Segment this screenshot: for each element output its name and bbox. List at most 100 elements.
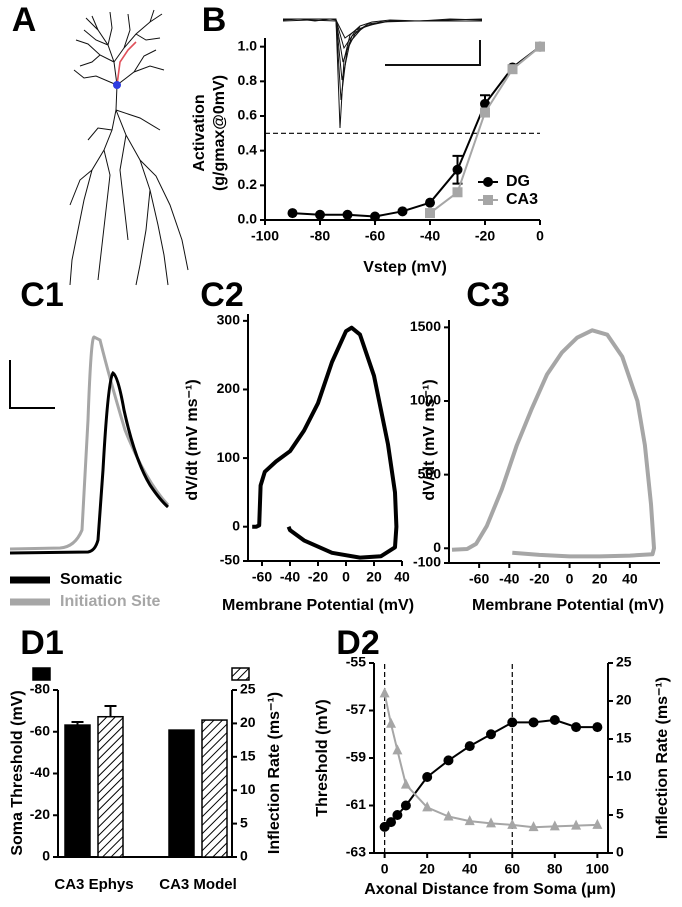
y-tick-label: 0.6 <box>238 107 258 123</box>
y-tick-label: 0.2 <box>238 176 258 192</box>
marker <box>549 820 560 831</box>
x-tick-label: CA3 Ephys <box>54 876 133 893</box>
bar <box>201 719 228 858</box>
marker <box>443 810 454 821</box>
y-tick-label: -100 <box>413 554 441 570</box>
marker <box>452 164 463 175</box>
y-tick-label: 100 <box>217 449 241 465</box>
y-axis-label: Activation <box>191 94 208 171</box>
panel-label: C2 <box>200 276 243 314</box>
marker <box>480 107 490 118</box>
x-tick-label: 0 <box>342 569 350 585</box>
x-tick-label: 40 <box>394 569 410 585</box>
marker <box>480 98 490 109</box>
y-tick-label: 1.0 <box>238 37 258 53</box>
y2-tick-label: 10 <box>240 781 256 797</box>
marker <box>425 197 435 208</box>
series-line <box>383 693 598 829</box>
marker <box>392 810 403 820</box>
marker <box>483 177 493 187</box>
legend-label: Somatic <box>60 571 122 588</box>
marker <box>287 208 298 219</box>
panel-label: C3 <box>466 276 509 314</box>
marker <box>571 722 582 733</box>
x-tick-label: -60 <box>469 571 489 587</box>
x-tick-label: 20 <box>592 571 608 587</box>
x-tick-label: -20 <box>475 228 495 244</box>
marker <box>528 717 539 728</box>
x-axis-label: Vstep (mV) <box>363 259 447 276</box>
marker <box>315 209 325 220</box>
legend-label: CA3 <box>506 191 538 208</box>
x-tick-label: -20 <box>529 571 549 587</box>
x-tick-label: -60 <box>365 228 385 244</box>
marker <box>422 801 433 812</box>
x-tick-label: 40 <box>622 571 638 587</box>
trace <box>9 335 170 551</box>
x-tick-label: 0 <box>566 571 574 587</box>
x-tick-label: 100 <box>586 861 610 877</box>
y-tick-label: -50 <box>220 552 240 568</box>
panel-label: C1 <box>20 276 63 314</box>
marker <box>397 206 408 217</box>
x-axis-label: Axonal Distance from Soma (μm) <box>364 881 616 898</box>
marker <box>507 64 518 75</box>
legend-swatch <box>32 667 51 681</box>
marker <box>592 818 603 829</box>
marker <box>370 211 380 222</box>
legend-label: DG <box>506 173 530 190</box>
y2-tick-label: 15 <box>616 730 632 746</box>
y-tick-label: 1500 <box>410 318 441 334</box>
marker <box>535 41 545 52</box>
marker <box>486 817 496 828</box>
x-tick-label: CA3 Model <box>159 876 237 893</box>
panel-label: B <box>202 1 227 39</box>
panel-label: D1 <box>20 624 63 662</box>
x-tick-label: 60 <box>504 861 520 877</box>
y-tick-label: 0 <box>232 517 240 533</box>
x-tick-label: -80 <box>310 228 330 244</box>
marker <box>386 817 397 828</box>
y-axis-label: (g/gmax@0mV) <box>211 75 228 191</box>
x-tick-label: 20 <box>419 861 435 877</box>
marker <box>507 818 518 829</box>
y-axis-label: Soma Threshold (mV) <box>9 690 26 855</box>
y-tick-label: -60 <box>30 722 50 738</box>
y-tick-label: 200 <box>217 380 241 396</box>
marker <box>443 755 454 766</box>
y-axis-label: dV/dt (mV ms⁻¹) <box>421 379 438 500</box>
y-tick-label: 0.0 <box>238 211 258 227</box>
marker <box>422 772 433 782</box>
marker <box>528 821 539 832</box>
marker <box>464 741 475 752</box>
marker <box>483 195 493 205</box>
y2-tick-label: 5 <box>240 814 248 830</box>
y-tick-label: 0.8 <box>238 72 258 88</box>
x-tick-label: -40 <box>499 571 519 587</box>
y-tick-label: 500 <box>418 465 442 481</box>
panel-label: A <box>12 1 37 39</box>
neuron-morphology <box>69 9 189 286</box>
series-line <box>451 328 656 559</box>
x-tick-label: 0 <box>381 861 389 877</box>
y2-tick-label: 10 <box>616 768 632 784</box>
y2-tick-label: 15 <box>240 748 256 764</box>
legend-label: Initiation Site <box>60 593 161 610</box>
scale-bar <box>9 360 55 409</box>
legend-swatch <box>231 667 250 681</box>
y-tick-label: 0 <box>433 539 441 555</box>
y2-tick-label: 25 <box>616 654 632 670</box>
marker <box>425 208 435 219</box>
y-tick-label: -20 <box>30 806 50 822</box>
y2-tick-label: 0 <box>616 844 624 860</box>
marker <box>592 722 603 733</box>
x-tick-label: -60 <box>252 569 272 585</box>
trace <box>9 370 170 555</box>
bar <box>168 729 195 858</box>
x-tick-label: -20 <box>308 569 328 585</box>
y-tick-label: 0.4 <box>238 141 258 157</box>
error-bar <box>104 705 117 717</box>
y-tick-label: -63 <box>346 844 366 860</box>
marker <box>400 778 411 789</box>
